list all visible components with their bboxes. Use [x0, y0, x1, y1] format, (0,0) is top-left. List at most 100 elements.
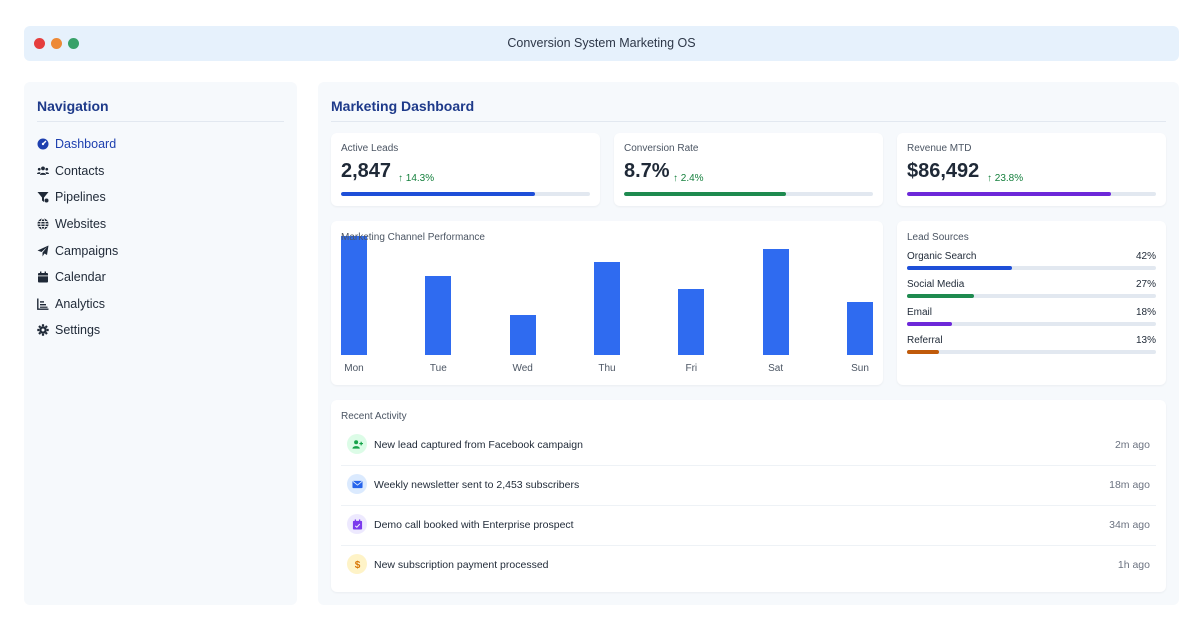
paper-plane-icon — [36, 244, 49, 257]
kpi-progress-fill — [341, 192, 536, 196]
activity-time: 2m ago — [1114, 439, 1150, 451]
kpi-progress-fill — [624, 192, 786, 196]
chart-bar-tue — [425, 275, 452, 355]
lead-source-referral: Referral 13% — [907, 335, 1156, 361]
sidebar-item-calendar[interactable]: Calendar — [36, 264, 118, 291]
chart-bar-sat — [762, 249, 789, 355]
lead-source-fill — [907, 322, 952, 326]
kpi-progress-fill — [907, 192, 1112, 196]
chart-bar-wed — [509, 315, 536, 355]
sidebar-item-label: Contacts — [55, 163, 105, 178]
users-icon — [36, 164, 49, 177]
user-plus-icon — [347, 434, 367, 454]
activity-item[interactable]: Demo call booked with Enterprise prospec… — [341, 506, 1156, 546]
recent-activity-title: Recent Activity — [341, 411, 407, 422]
activity-time: 34m ago — [1109, 519, 1150, 531]
lead-source-track — [907, 322, 1156, 326]
lead-source-organic-search: Organic Search 42% — [907, 251, 1156, 277]
lead-source-percent: 18% — [1135, 307, 1156, 318]
activity-item[interactable]: New lead captured from Facebook campaign… — [341, 426, 1156, 466]
sidebar-item-contacts[interactable]: Contacts — [36, 158, 118, 185]
window-title: Conversion System Marketing OS — [507, 36, 696, 50]
chart-x-tick: Mon — [344, 363, 364, 374]
chart-bar-thu — [594, 262, 620, 355]
sidebar-item-label: Pipelines — [55, 190, 106, 205]
dashboard-icon — [36, 138, 49, 151]
sidebar-item-analytics[interactable]: Analytics — [36, 291, 118, 318]
kpi-value: 2,847 — [341, 160, 392, 182]
kpi-progress-track — [341, 192, 590, 196]
chart-x-tick: Fri — [685, 363, 698, 374]
activity-text: Demo call booked with Enterprise prospec… — [374, 519, 574, 531]
envelope-icon — [347, 474, 367, 494]
chart-x-tick: Sun — [851, 363, 869, 374]
activity-item[interactable]: Weekly newsletter sent to 2,453 subscrib… — [341, 466, 1156, 506]
calendar-icon — [36, 271, 49, 284]
kpi-card-revenue-mtd: Revenue MTD $86,492 ↑ 23.8% — [897, 133, 1166, 206]
lead-source-name: Organic Search — [907, 251, 977, 262]
activity-item[interactable]: $ New subscription payment processed 1h … — [341, 546, 1156, 586]
lead-source-fill — [907, 294, 975, 298]
lead-source-name: Email — [907, 307, 933, 318]
lead-source-track — [907, 350, 1156, 354]
gear-icon — [36, 324, 49, 337]
chart-bar-sun — [847, 302, 873, 355]
window-controls — [34, 38, 79, 49]
lead-source-percent: 13% — [1135, 335, 1156, 346]
globe-icon — [36, 218, 49, 231]
activity-text: New subscription payment processed — [374, 559, 549, 571]
lead-source-name: Referral — [907, 335, 943, 346]
main-panel: Marketing Dashboard Active Leads 2,847 ↑… — [318, 82, 1179, 605]
lead-source-percent: 42% — [1135, 251, 1156, 262]
main-divider — [331, 121, 1166, 122]
sidebar-item-label: Campaigns — [55, 243, 119, 258]
lead-source-name: Social Media — [907, 279, 965, 290]
lead-source-social-media: Social Media 27% — [907, 279, 1156, 305]
minimize-window-button[interactable] — [51, 38, 62, 49]
window-titlebar: Conversion System Marketing OS — [24, 26, 1179, 61]
lead-source-email: Email 18% — [907, 307, 1156, 333]
kpi-progress-track — [907, 192, 1156, 196]
sidebar-item-dashboard[interactable]: Dashboard — [36, 131, 118, 158]
calendar-check-icon — [347, 514, 367, 534]
kpi-card-active-leads: Active Leads 2,847 ↑ 14.3% — [331, 133, 600, 206]
kpi-card-conversion-rate: Conversion Rate 8.7% ↑ 2.4% — [614, 133, 883, 206]
activity-text: New lead captured from Facebook campaign — [374, 439, 583, 451]
channel-performance-chart: Marketing Channel Performance Mon Tue Wed T… — [331, 221, 883, 385]
kpi-value: 8.7% — [624, 160, 670, 182]
lead-sources-card: Lead Sources Organic Search 42% Social M… — [897, 221, 1166, 385]
svg-text:$: $ — [354, 560, 360, 570]
sidebar: Navigation Dashboard Contacts Pipelines … — [24, 82, 297, 605]
dollar-icon: $ — [347, 554, 367, 574]
sidebar-item-campaigns[interactable]: Campaigns — [36, 237, 118, 264]
sidebar-nav: Dashboard Contacts Pipelines Websites Ca… — [36, 131, 118, 344]
kpi-delta: ↑ 14.3% — [398, 173, 435, 184]
kpi-label: Revenue MTD — [907, 143, 972, 154]
activity-time: 18m ago — [1109, 479, 1150, 491]
maximize-window-button[interactable] — [68, 38, 79, 49]
funnel-icon — [36, 191, 49, 204]
sidebar-item-label: Analytics — [55, 296, 106, 311]
sidebar-item-websites[interactable]: Websites — [36, 211, 118, 238]
lead-source-fill — [907, 350, 940, 354]
lead-source-track — [907, 294, 1156, 298]
kpi-value: $86,492 — [907, 160, 980, 182]
lead-source-track — [907, 266, 1156, 270]
sidebar-item-label: Settings — [55, 323, 101, 338]
kpi-progress-track — [624, 192, 873, 196]
activity-text: Weekly newsletter sent to 2,453 subscrib… — [374, 479, 580, 491]
chart-icon — [36, 297, 49, 310]
chart-bar-fri — [678, 288, 705, 355]
sidebar-item-label: Websites — [55, 217, 107, 232]
page-title: Marketing Dashboard — [331, 98, 475, 114]
sidebar-heading: Navigation — [37, 98, 109, 114]
chart-x-tick: Thu — [598, 363, 616, 374]
kpi-label: Active Leads — [341, 143, 399, 154]
close-window-button[interactable] — [34, 38, 45, 49]
sidebar-divider — [37, 121, 284, 122]
sidebar-item-settings[interactable]: Settings — [36, 317, 118, 344]
chart-x-tick: Wed — [512, 363, 533, 374]
kpi-delta: ↑ 23.8% — [987, 173, 1024, 184]
sidebar-item-pipelines[interactable]: Pipelines — [36, 184, 118, 211]
chart-x-tick: Tue — [429, 363, 447, 374]
